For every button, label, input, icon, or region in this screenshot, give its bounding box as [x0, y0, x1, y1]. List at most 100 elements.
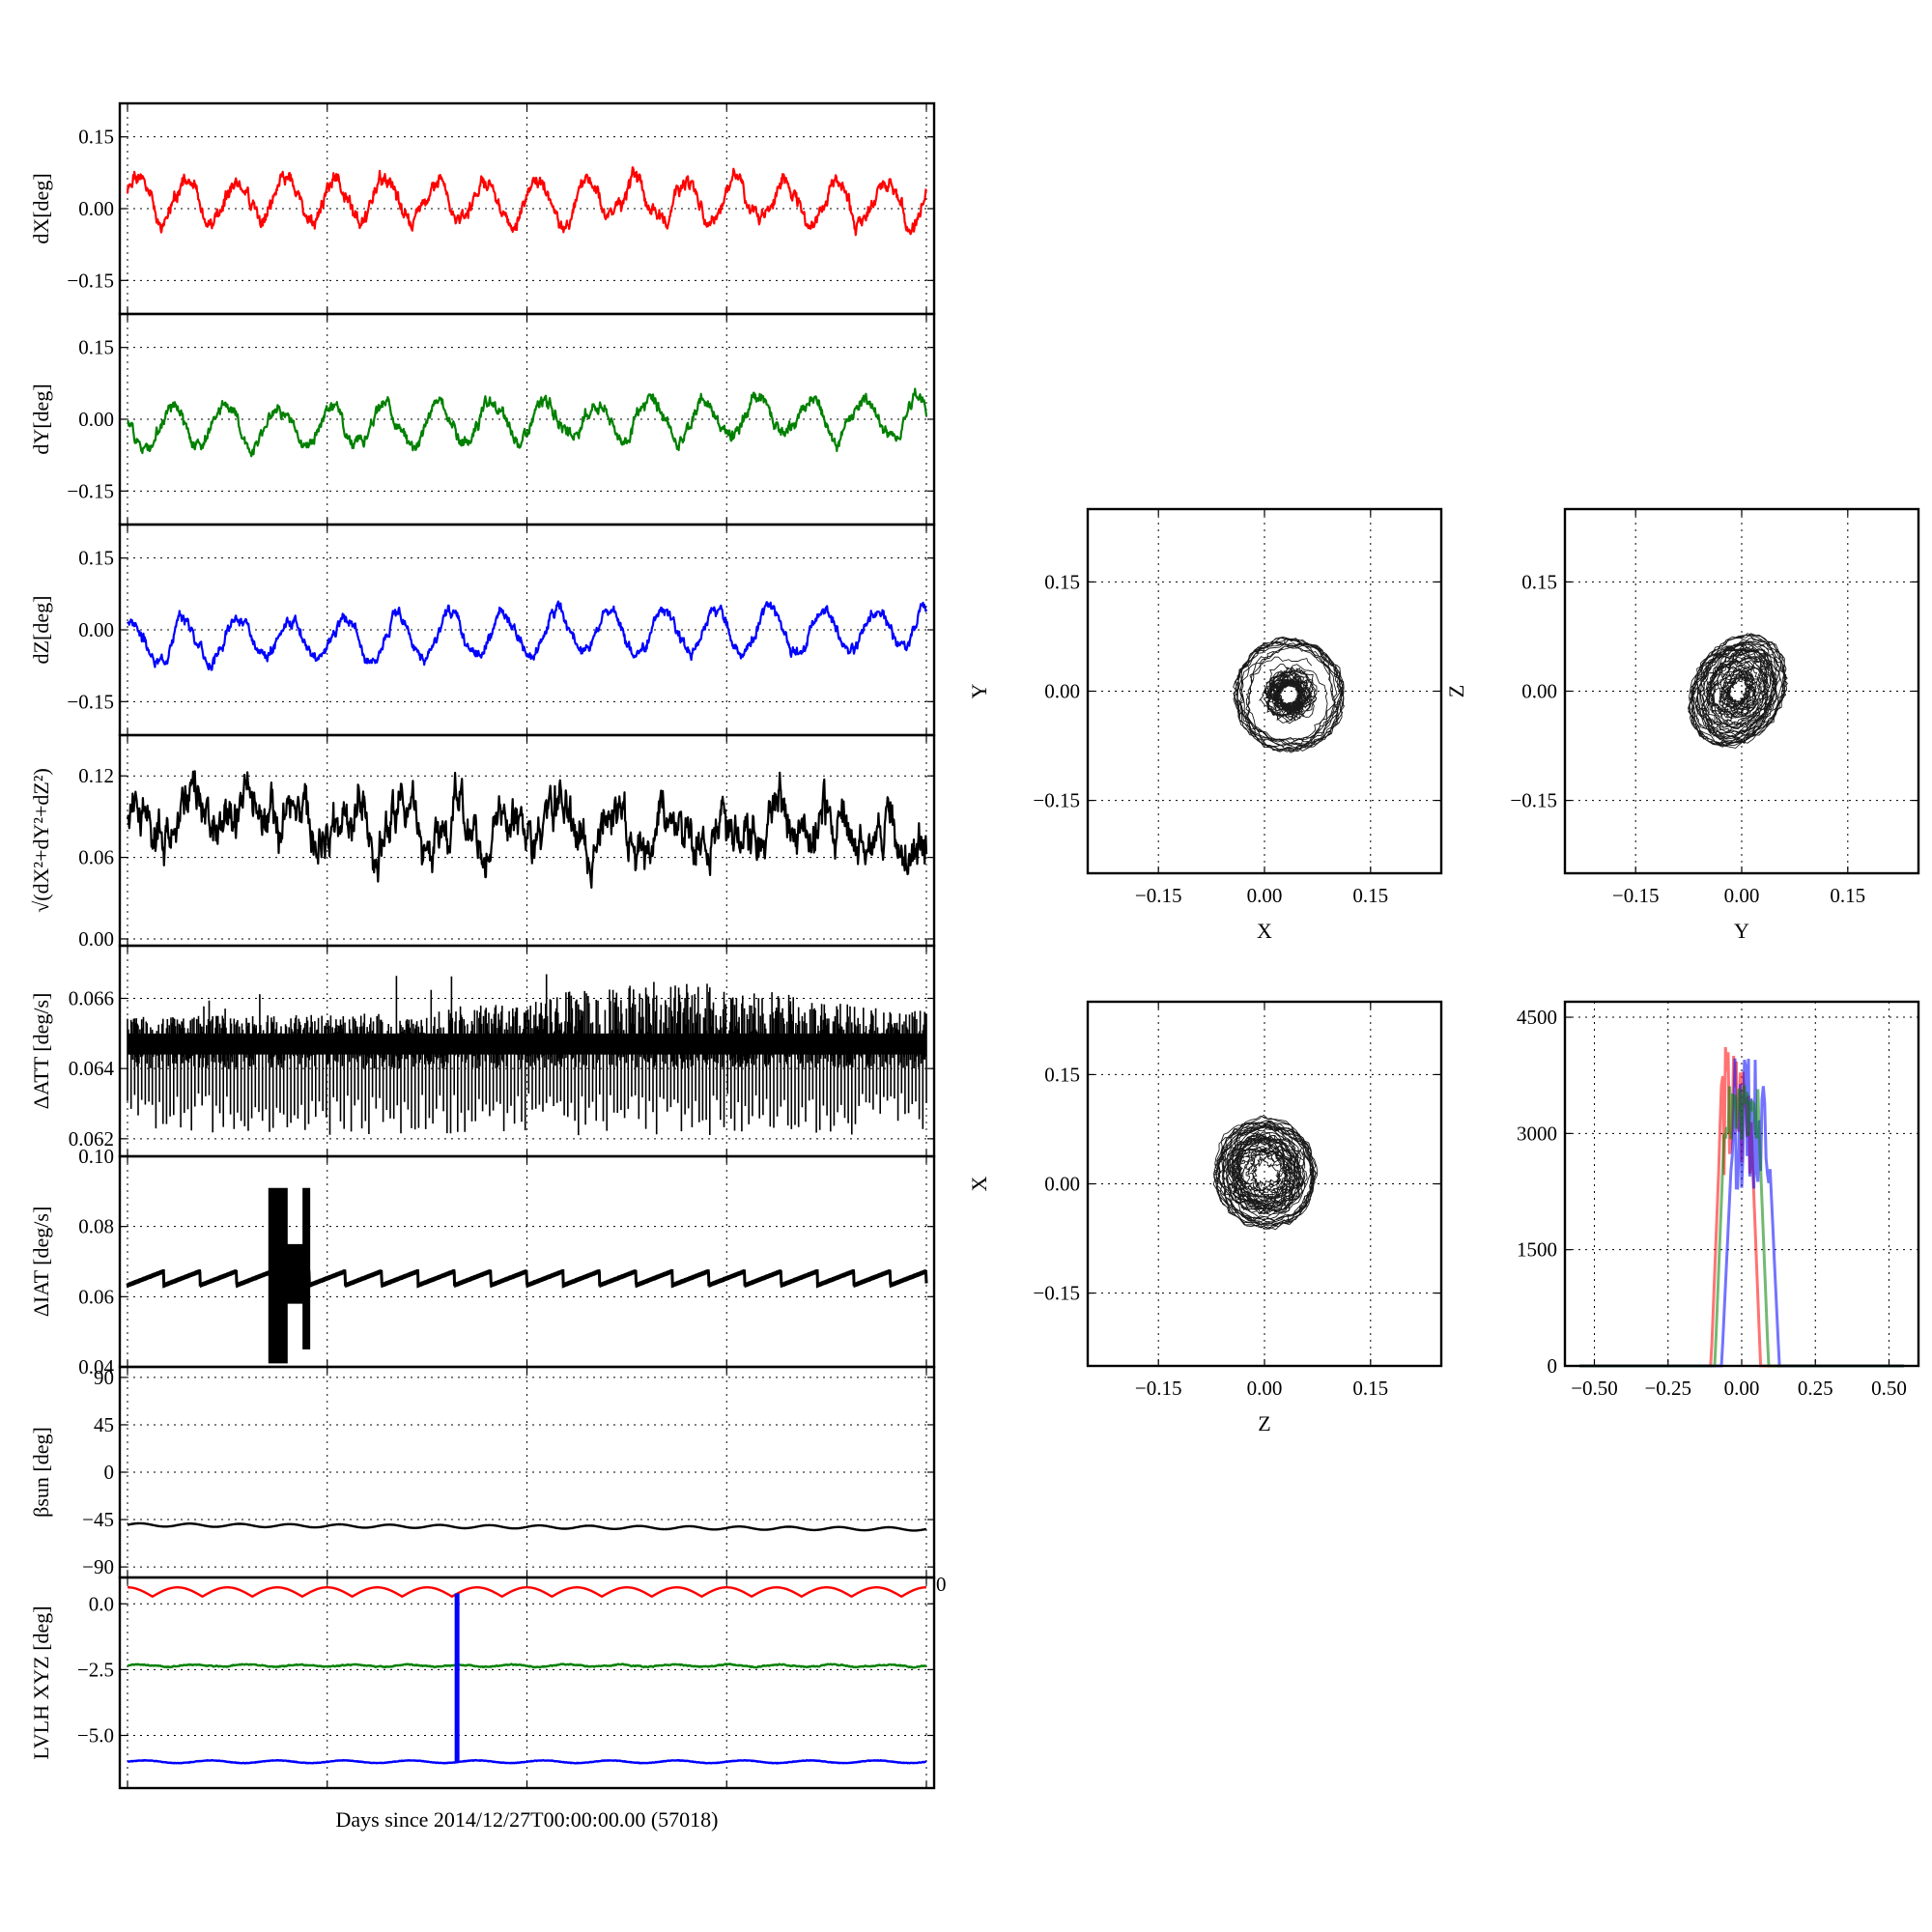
y-tick-label: 0.064 — [69, 1057, 115, 1080]
y-tick-label: 0.00 — [1521, 680, 1557, 703]
y-tick-label: 0.00 — [78, 197, 114, 220]
x-tick-label: 0.15 — [1352, 884, 1388, 907]
panel-beta-sun: −90 −45 0 45 90 βsun [deg] — [29, 1365, 936, 1579]
y-axis-label: X — [967, 1176, 991, 1191]
series-line — [127, 387, 928, 458]
series-line — [127, 600, 928, 671]
panel-delta-att: 0.062 0.064 0.066 ΔATT [deg/s] — [29, 944, 936, 1158]
scatter-trace — [1212, 1114, 1319, 1231]
x-axis-label: Days since 2014/12/27T00:00:00.00 (57018… — [336, 1807, 719, 1832]
y-axis-label: √(dX²+dY²+dZ²) — [29, 768, 53, 913]
y-tick-label: 0.15 — [1044, 1063, 1080, 1086]
scatter-trace — [1688, 633, 1788, 749]
x-tick-label: −0.15 — [1135, 884, 1182, 907]
x-axis-label: X — [1257, 919, 1272, 943]
panel-magnitude: 0.00 0.06 0.12 √(dX²+dY²+dZ²) — [29, 733, 936, 951]
y-tick-label: −0.15 — [67, 269, 114, 292]
data-layer — [127, 600, 928, 671]
y-tick-label: 0.04 — [78, 1355, 114, 1378]
y-tick-label: 0.062 — [69, 1127, 114, 1151]
scatter-y-z: −0.15 −0.15 0.00 0.00 0.15 0.15 Y Z — [1444, 507, 1920, 943]
y-axis-label: Z — [1444, 685, 1468, 697]
y-tick-label: 0.00 — [78, 408, 114, 431]
series-line — [126, 166, 928, 237]
series-line — [127, 1586, 927, 1598]
x-axis-label: Z — [1258, 1411, 1270, 1435]
y-tick-label: 0.066 — [69, 987, 114, 1010]
scatter-trace — [1233, 637, 1346, 753]
y-tick-label: 3000 — [1517, 1122, 1557, 1145]
y-tick-label: 0.15 — [78, 547, 114, 570]
y-axis-label: βsun [deg] — [29, 1427, 53, 1518]
y-tick-label: 0 — [1548, 1354, 1558, 1378]
y-tick-label: 0.06 — [78, 1285, 114, 1308]
x-tick-label: −0.50 — [1571, 1377, 1618, 1400]
y-tick-label: 4500 — [1517, 1006, 1557, 1029]
y-axis-label: ΔIAT [deg/s] — [29, 1207, 53, 1318]
series-burst — [268, 1187, 311, 1364]
data-layer — [126, 166, 928, 237]
y-tick-label: 0.15 — [1044, 570, 1080, 593]
y-tick-label: −5.0 — [77, 1724, 114, 1747]
y-axis-label: ΔATT [deg/s] — [29, 993, 53, 1110]
x-tick-label: 0.15 — [1830, 884, 1865, 907]
y-tick-label: 0.15 — [78, 336, 114, 359]
y-tick-label: 0.00 — [1044, 1173, 1080, 1196]
panel-frame — [118, 1154, 936, 1369]
y-axis-label: LVLH XYZ [deg] — [29, 1605, 53, 1759]
x-tick-label: 0.00 — [1247, 884, 1283, 907]
data-layer — [126, 1187, 928, 1364]
y-axis-label: Y — [967, 683, 991, 698]
series-line — [127, 1758, 927, 1765]
y-tick-label: 0.0 — [89, 1592, 114, 1615]
y-tick-label: 0.10 — [78, 1145, 114, 1168]
scatter-x-y: −0.15 −0.15 0.00 0.00 0.15 0.15 X Y — [967, 507, 1443, 943]
x-tick-label: 0.15 — [1352, 1377, 1388, 1400]
y-tick-label: 0.15 — [78, 126, 114, 149]
series-line — [126, 1268, 928, 1289]
x-tick-label: 0.50 — [1871, 1377, 1907, 1400]
x-tick-label: 0.00 — [1724, 1377, 1760, 1400]
y-axis-label: dZ[deg] — [29, 596, 53, 665]
y-tick-label: −45 — [82, 1508, 114, 1531]
series-line — [126, 770, 928, 889]
y-tick-label: 0.06 — [78, 846, 114, 869]
panel-delta-iat: 0.04 0.06 0.08 0.10 ΔIAT [deg/s] — [29, 1145, 936, 1378]
x-tick-label: −0.15 — [1135, 1377, 1182, 1400]
corner-tick-label: 0 — [936, 1573, 947, 1596]
panel-dz: −0.15 0.00 0.15 dZ[deg] — [29, 523, 936, 737]
y-tick-label: −0.15 — [1510, 789, 1557, 812]
data-layer — [127, 974, 927, 1136]
data-layer — [127, 1586, 927, 1765]
panel-frame — [1086, 507, 1443, 875]
panel-frame — [1563, 507, 1920, 875]
series-band — [128, 1033, 926, 1055]
x-tick-label: −0.15 — [1612, 884, 1660, 907]
data-layer — [127, 1521, 927, 1532]
panel-dy: −0.15 0.00 0.15 dY[deg] — [29, 312, 936, 526]
x-tick-label: −0.25 — [1644, 1377, 1691, 1400]
panel-frame — [1563, 1000, 1920, 1368]
y-tick-label: 90 — [94, 1366, 114, 1389]
y-tick-label: 0.00 — [78, 618, 114, 641]
y-axis-label: dY[deg] — [29, 384, 53, 454]
histogram: −0.50 −0.25 0.00 0.25 0.50 0 1500 3000 4500 — [1517, 1000, 1920, 1400]
data-layer — [127, 387, 928, 458]
y-tick-label: 0.08 — [78, 1215, 114, 1238]
data-layer — [126, 770, 928, 889]
y-tick-label: 0.00 — [1044, 680, 1080, 703]
series-line — [127, 1521, 927, 1532]
panel-dx: −0.15 0.00 0.15 dX[deg] — [29, 101, 936, 316]
panel-frame — [118, 1576, 936, 1790]
x-tick-label: 0.00 — [1247, 1377, 1283, 1400]
y-tick-label: 0.12 — [78, 764, 114, 787]
y-tick-label: 45 — [94, 1413, 114, 1436]
y-tick-label: −0.15 — [1033, 1282, 1080, 1305]
panel-lvlh: −5.0 −2.5 0.0 LVLH XYZ [deg] 0 Days since 201… — [29, 1573, 947, 1832]
x-tick-label: 0.00 — [1724, 884, 1760, 907]
series-line — [127, 1662, 927, 1669]
y-axis-label: dX[deg] — [29, 173, 53, 243]
y-tick-label: 0.15 — [1521, 570, 1557, 593]
x-axis-label: Y — [1734, 919, 1749, 943]
